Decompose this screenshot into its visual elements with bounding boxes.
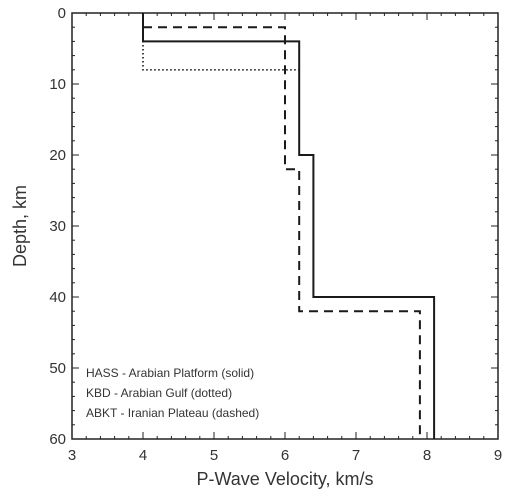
series-line-dotted [142,13,300,71]
x-tick-label: 8 [423,447,431,464]
x-tick-label: 6 [281,447,289,464]
y-tick-label: 30 [49,218,66,235]
y-tick-label: 20 [49,147,66,164]
series-layer [142,13,436,439]
axis-tick-labels: 3 4 5 6 7 8 9 0 10 20 30 40 50 60 [49,5,502,464]
y-tick-label: 40 [49,289,66,306]
y-tick-label: 60 [49,431,66,448]
y-tick-label: 50 [49,360,66,377]
legend-entry-abkt: ABKT - Iranian Plateau (dashed) [86,406,259,420]
series-line-dashed [143,26,421,439]
x-tick-label: 4 [139,447,147,464]
legend-entry-hass: HASS - Arabian Platform (solid) [86,366,254,380]
x-axis-title: P-Wave Velocity, km/s [196,469,373,489]
legend-entry-kbd: KBD - Arabian Gulf (dotted) [86,386,232,400]
y-tick-label: 10 [49,76,66,93]
x-tick-label: 7 [352,447,360,464]
y-axis-title: Depth, km [10,185,30,267]
x-tick-label: 9 [494,447,502,464]
series-line-solid [142,13,436,439]
x-tick-label: 5 [210,447,218,464]
x-tick-label: 3 [68,447,76,464]
y-tick-label: 0 [58,5,66,22]
legend: HASS - Arabian Platform (solid) KBD - Ar… [86,366,259,420]
